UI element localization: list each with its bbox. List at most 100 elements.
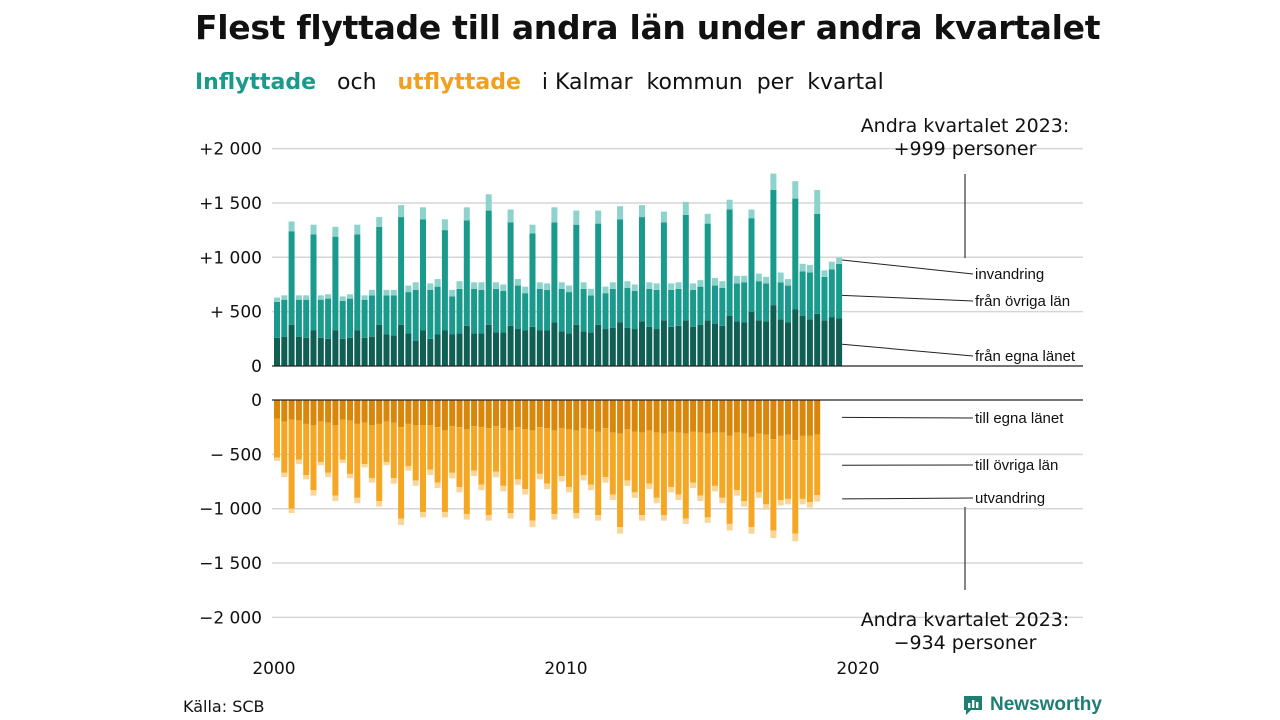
bar-inflow-immigration <box>536 282 543 289</box>
chart-bubble-icon <box>964 696 982 715</box>
bar-outflow-other-counties <box>602 428 609 478</box>
bar-inflow-other-counties <box>441 230 448 331</box>
bar-inflow-other-counties <box>288 231 295 325</box>
bar-inflow-own-county <box>821 320 828 366</box>
bar-inflow-immigration <box>726 199 733 210</box>
page-title: Flest flyttade till andra län under andr… <box>195 8 1101 47</box>
bar-inflow-other-counties <box>668 289 675 327</box>
bar-inflow-other-counties <box>522 293 529 331</box>
bar-inflow-own-county <box>690 326 697 366</box>
bar-outflow-emigration <box>544 483 551 490</box>
bar-inflow-immigration <box>733 275 740 284</box>
series-label: invandring <box>975 266 1044 283</box>
bar-outflow-own-county <box>463 400 470 430</box>
bar-outflow-emigration <box>536 473 543 480</box>
bar-outflow-own-county <box>522 400 529 430</box>
bar-outflow-own-county <box>434 400 441 428</box>
bar-inflow-own-county <box>383 334 390 366</box>
bar-inflow-other-counties <box>814 213 821 314</box>
bar-outflow-emigration <box>354 497 361 504</box>
subtitle-outflow: utflyttade <box>397 70 521 95</box>
bar-outflow-emigration <box>639 515 645 521</box>
bar-inflow-immigration <box>580 282 587 289</box>
bar-outflow-emigration <box>376 501 383 507</box>
bar-inflow-own-county <box>405 333 412 366</box>
bar-inflow-other-counties <box>507 222 514 326</box>
newsworthy-logo[interactable]: Newsworthy <box>962 694 1102 716</box>
bar-outflow-other-counties <box>690 431 697 483</box>
bar-outflow-emigration <box>777 500 784 506</box>
bar-inflow-other-counties <box>339 300 346 339</box>
bar-outflow-other-counties <box>653 432 660 498</box>
bar-outflow-own-county <box>361 400 368 423</box>
bar-inflow-other-counties <box>595 223 602 325</box>
y-tick-label: +2 000 <box>199 140 262 160</box>
bar-inflow-other-counties <box>609 288 616 328</box>
bar-inflow-other-counties <box>792 198 799 310</box>
subtitle-and: och <box>337 70 377 95</box>
bar-outflow-emigration <box>733 490 740 496</box>
bar-outflow-emigration <box>719 497 726 504</box>
bar-inflow-other-counties <box>405 292 412 334</box>
bar-outflow-emigration <box>675 494 682 501</box>
bar-outflow-emigration <box>383 461 390 466</box>
bar-inflow-immigration <box>624 281 631 288</box>
bar-outflow-other-counties <box>551 430 558 515</box>
bar-outflow-own-county <box>536 400 543 428</box>
bar-outflow-own-county <box>631 400 638 432</box>
bar-outflow-emigration <box>770 530 777 539</box>
bar-outflow-other-counties <box>566 429 572 487</box>
bar-outflow-other-counties <box>697 432 704 496</box>
bar-inflow-other-counties <box>631 290 638 330</box>
bar-inflow-own-county <box>587 332 594 366</box>
bar-outflow-own-county <box>566 400 572 430</box>
bar-inflow-other-counties <box>485 210 492 325</box>
bar-inflow-immigration <box>478 282 485 290</box>
bar-inflow-own-county <box>653 329 660 366</box>
bar-outflow-emigration <box>704 517 711 523</box>
bar-inflow-own-county <box>799 315 806 366</box>
bar-outflow-own-county <box>609 400 616 433</box>
bar-outflow-other-counties <box>631 431 638 493</box>
bar-outflow-emigration <box>712 485 718 492</box>
bar-outflow-own-county <box>347 400 353 421</box>
bar-inflow-own-county <box>785 322 791 366</box>
bar-outflow-own-county <box>675 400 682 433</box>
bar-outflow-other-counties <box>325 422 332 473</box>
bar-outflow-own-county <box>398 400 405 428</box>
bar-outflow-emigration <box>653 497 660 504</box>
bar-inflow-other-counties <box>682 214 689 321</box>
bar-inflow-own-county <box>485 324 492 366</box>
bar-inflow-own-county <box>339 338 346 366</box>
bar-outflow-other-counties <box>609 432 616 495</box>
bar-outflow-other-counties <box>441 430 448 512</box>
bar-inflow-own-county <box>806 319 813 366</box>
bar-inflow-other-counties <box>748 218 755 312</box>
bar-inflow-other-counties <box>514 285 521 330</box>
bar-outflow-own-county <box>777 400 784 436</box>
bar-inflow-other-counties <box>587 295 594 333</box>
bar-outflow-own-county <box>427 400 434 426</box>
bar-inflow-other-counties <box>704 223 711 321</box>
bar-inflow-other-counties <box>755 281 762 321</box>
bar-outflow-emigration <box>347 473 353 479</box>
bar-outflow-emigration <box>609 494 616 501</box>
bar-outflow-other-counties <box>668 431 675 487</box>
bar-inflow-other-counties <box>821 276 828 321</box>
bar-outflow-own-county <box>339 400 346 420</box>
bar-outflow-own-county <box>639 400 645 433</box>
bar-outflow-other-counties <box>799 435 806 499</box>
series-label: från övriga län <box>975 293 1070 310</box>
bar-outflow-other-counties <box>368 425 375 479</box>
bar-inflow-other-counties <box>427 289 434 339</box>
bar-outflow-own-county <box>493 400 499 427</box>
bar-inflow-immigration <box>456 281 463 289</box>
bar-outflow-other-counties <box>434 427 441 483</box>
bar-inflow-other-counties <box>660 222 667 321</box>
bar-outflow-other-counties <box>580 428 587 476</box>
bar-outflow-emigration <box>339 459 346 464</box>
bar-outflow-other-counties <box>522 429 529 490</box>
bar-inflow-other-counties <box>580 288 587 332</box>
bar-outflow-emigration <box>697 495 704 502</box>
bar-inflow-own-county <box>441 330 448 366</box>
